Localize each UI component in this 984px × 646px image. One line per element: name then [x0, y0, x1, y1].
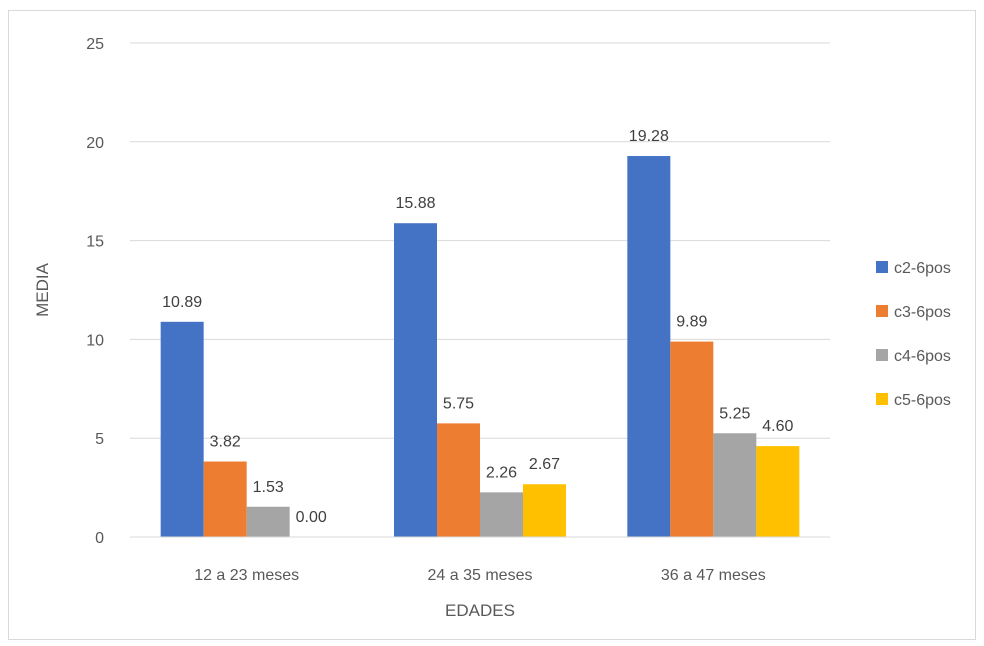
x-tick-label: 12 a 23 meses — [194, 567, 299, 584]
data-label: 2.26 — [486, 464, 517, 481]
bar-c2-6pos — [160, 321, 204, 537]
bar-c4-6pos — [713, 433, 757, 537]
legend-swatch — [876, 261, 888, 273]
y-tick-label: 5 — [95, 431, 104, 448]
y-tick-label: 25 — [86, 36, 104, 53]
data-label: 10.89 — [162, 294, 202, 311]
y-axis-title: MEDIA — [33, 262, 52, 317]
data-label: 2.67 — [529, 456, 560, 473]
bar-c4-6pos — [480, 492, 523, 537]
data-label: 5.25 — [719, 405, 750, 422]
data-label: 9.89 — [676, 314, 707, 331]
bar-c3-6pos — [437, 423, 480, 537]
data-labels: 10.89 3.82 1.53 0.00 15.88 5.75 2.26 2.67 19.28 9… — [162, 128, 793, 526]
data-label: 15.88 — [395, 195, 435, 212]
legend-swatch — [876, 305, 888, 317]
bars — [160, 156, 800, 538]
x-axis-title: EDADES — [445, 601, 515, 620]
legend-label: c3-6pos — [894, 304, 951, 321]
legend: c2-6pos c3-6pos c4-6pos c5-6pos — [876, 260, 951, 409]
data-label: 19.28 — [629, 128, 669, 145]
legend-swatch — [876, 349, 888, 361]
bar-c3-6pos — [670, 341, 714, 537]
legend-label: c2-6pos — [894, 260, 951, 277]
legend-swatch — [876, 393, 888, 405]
data-label: 5.75 — [443, 395, 474, 412]
bar-c2-6pos — [394, 223, 437, 538]
legend-label: c5-6pos — [894, 392, 951, 409]
axes: 0 5 10 15 20 25 12 a 23 meses 24 a 35 meses 36 a… — [86, 36, 830, 584]
y-tick-label: 15 — [86, 234, 104, 251]
data-label: 0.00 — [296, 509, 327, 526]
legend-label: c4-6pos — [894, 348, 951, 365]
bar-c3-6pos — [203, 461, 247, 537]
data-label: 4.60 — [762, 418, 793, 435]
bar-c5-6pos — [756, 446, 800, 537]
bar-c4-6pos — [246, 506, 290, 537]
data-label: 3.82 — [210, 434, 241, 451]
x-tick-label: 24 a 35 meses — [428, 567, 533, 584]
data-label: 1.53 — [253, 479, 284, 496]
y-tick-label: 10 — [86, 332, 104, 349]
bar-c2-6pos — [627, 156, 671, 537]
y-tick-label: 20 — [86, 135, 104, 152]
bar-c5-6pos — [523, 484, 566, 537]
x-tick-label: 36 a 47 meses — [661, 567, 766, 584]
y-tick-label: 0 — [95, 530, 104, 547]
